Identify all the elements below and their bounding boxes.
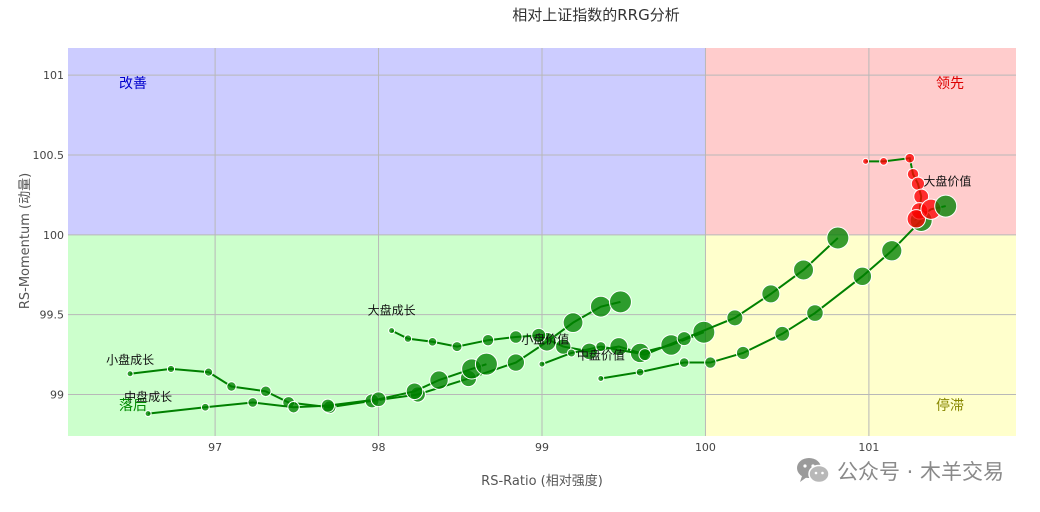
y-axis-ticks: 99 99.5 100 100.5 101: [33, 69, 65, 401]
watermark-text: 公众号 · 木羊交易: [836, 460, 1004, 484]
x-axis-label: RS-Ratio (相对强度): [481, 473, 603, 489]
trail-point: [555, 338, 572, 355]
trail-point: [678, 357, 690, 368]
quadrant-leading: [705, 48, 1016, 235]
trail-point: [126, 370, 134, 378]
series-label: 中盘成长: [124, 389, 172, 404]
trail-point: [287, 401, 300, 414]
trail-line: [147, 363, 487, 415]
quadrant-label-leading: 领先: [936, 76, 964, 92]
trail-point: [904, 152, 916, 164]
trail-point: [934, 194, 958, 218]
quadrant-lagging: [68, 234, 706, 436]
trail-point: [451, 341, 463, 353]
series-trail: [126, 290, 632, 415]
trail-point: [793, 259, 815, 281]
grid-lines: [68, 48, 1016, 436]
trail-point: [826, 226, 850, 250]
trail-point: [429, 370, 449, 390]
series-trail: [144, 352, 498, 418]
trail-point: [635, 367, 645, 377]
trail-point: [144, 410, 152, 418]
y-tick-label: 101: [43, 69, 64, 82]
trail-point: [259, 385, 272, 398]
series-label: 小盘价值: [521, 331, 569, 346]
series-trail: [538, 226, 850, 368]
trail-point: [692, 320, 716, 344]
trail-point: [704, 356, 717, 369]
wechat-icon: [796, 458, 830, 484]
quadrant-label-weakening: 停滞: [936, 397, 964, 414]
trail-point: [509, 330, 523, 344]
x-tick-label: 101: [858, 441, 879, 454]
quadrant-weakening: [705, 234, 1016, 436]
trail-point: [806, 304, 824, 322]
trail-point: [676, 331, 692, 347]
series-label: 小盘成长: [106, 352, 154, 367]
trail-point: [595, 341, 607, 353]
quadrant-label-improving: 改善: [119, 76, 147, 92]
trail-point: [403, 334, 413, 343]
trail-point: [881, 240, 903, 262]
trail-point: [203, 367, 214, 377]
series-trails: [126, 152, 958, 418]
x-axis-ticks: 97 98 99 100 101: [208, 441, 879, 454]
chart-title: 相对上证指数的RRG分析: [512, 6, 679, 24]
x-tick-label: 100: [695, 441, 716, 454]
series-trail: [862, 152, 958, 229]
trail-point: [608, 290, 632, 314]
trail-point: [735, 345, 751, 361]
trail-point: [879, 156, 889, 166]
trail-point: [566, 348, 576, 358]
trail-point: [761, 284, 781, 304]
watermark: 公众号 · 木羊交易: [795, 456, 1004, 486]
y-tick-label: 100: [43, 229, 64, 242]
trail-point: [405, 382, 424, 401]
trail-point: [200, 402, 210, 412]
y-tick-label: 99.5: [40, 309, 65, 322]
trail-point: [226, 381, 237, 392]
trail-point: [247, 397, 258, 408]
trail-point: [427, 336, 438, 347]
trail-point: [638, 348, 652, 362]
trail-point: [481, 333, 495, 347]
trail-point: [506, 353, 526, 372]
trail-point: [852, 266, 873, 287]
x-tick-label: 99: [535, 441, 549, 454]
y-axis-label: RS-Momentum (动量): [18, 173, 33, 309]
trail-point: [862, 157, 870, 165]
trail-point: [906, 209, 926, 229]
x-tick-label: 97: [208, 441, 222, 454]
trail-point: [370, 391, 387, 408]
trail-point: [562, 312, 584, 334]
trail-point: [597, 375, 605, 383]
trail-point: [388, 327, 396, 335]
trail-point: [589, 295, 612, 318]
trail-line: [600, 219, 922, 380]
trail-point: [774, 325, 791, 342]
x-tick-label: 98: [372, 441, 386, 454]
trail-point: [531, 327, 547, 343]
series-label: 大盘价值: [923, 173, 971, 188]
trail-point: [538, 360, 546, 368]
y-tick-label: 99: [50, 388, 64, 401]
trail-point: [320, 398, 335, 413]
trail-point: [726, 309, 744, 327]
trail-point: [166, 364, 176, 374]
quadrant-label-lagging: 落后: [119, 398, 147, 414]
trail-point: [474, 352, 498, 376]
y-tick-label: 100.5: [33, 149, 65, 162]
quadrant-improving: [68, 48, 706, 235]
series-label: 大盘成长: [368, 303, 416, 318]
series-label: 中盘价值: [577, 347, 625, 362]
